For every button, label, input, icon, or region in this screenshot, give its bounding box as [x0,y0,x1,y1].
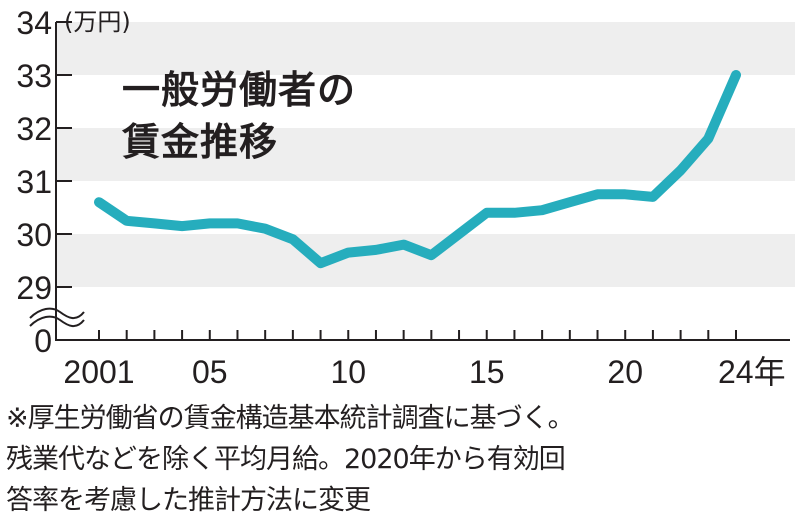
grid-band [57,22,795,75]
y-tick-label: 0 [34,323,52,359]
x-tick-label: 2001 [63,354,134,390]
chart-title-line-2: 賃金推移 [122,120,279,164]
grid-band [57,234,795,287]
line-chart: 34 33 32 31 30 29 0 2001 05 10 15 20 24年 (万円) [16,5,795,390]
y-tick-label: 33 [16,58,52,94]
y-ticks: 34 33 32 31 30 29 0 [16,5,72,359]
y-tick-label: 32 [16,111,52,147]
grid-bands [57,22,795,287]
chart-title-line-1: 一般労働者の [122,68,357,112]
wage-line [94,70,741,269]
x-tick-label: 20 [607,354,643,390]
x-ticks: 2001 05 10 15 20 24年 [63,330,786,390]
axis-break-icon [29,307,85,327]
y-tick-label: 31 [16,164,52,200]
x-tick-label: 10 [330,354,366,390]
source-note-line-3: 答率を考慮した推計方法に変更 [6,485,371,516]
x-tick-label: 24年 [718,354,786,390]
chart-title: 一般労働者の 賃金推移 [122,64,356,168]
x-tick-label: 15 [469,354,505,390]
y-tick-label: 29 [16,270,52,306]
x-tick-label: 05 [192,354,228,390]
source-note: ※厚生労働省の賃金構造基本統計調査に基づく。 残業代などを除く平均月給。2020… [6,398,800,521]
y-tick-label: 34 [16,5,52,41]
y-unit-label: (万円) [64,8,131,36]
y-tick-label: 30 [16,217,52,253]
source-note-line-1: ※厚生労働省の賃金構造基本統計調査に基づく。 [6,403,575,434]
source-note-line-2: 残業代などを除く平均月給。2020年から有効回 [6,444,566,475]
